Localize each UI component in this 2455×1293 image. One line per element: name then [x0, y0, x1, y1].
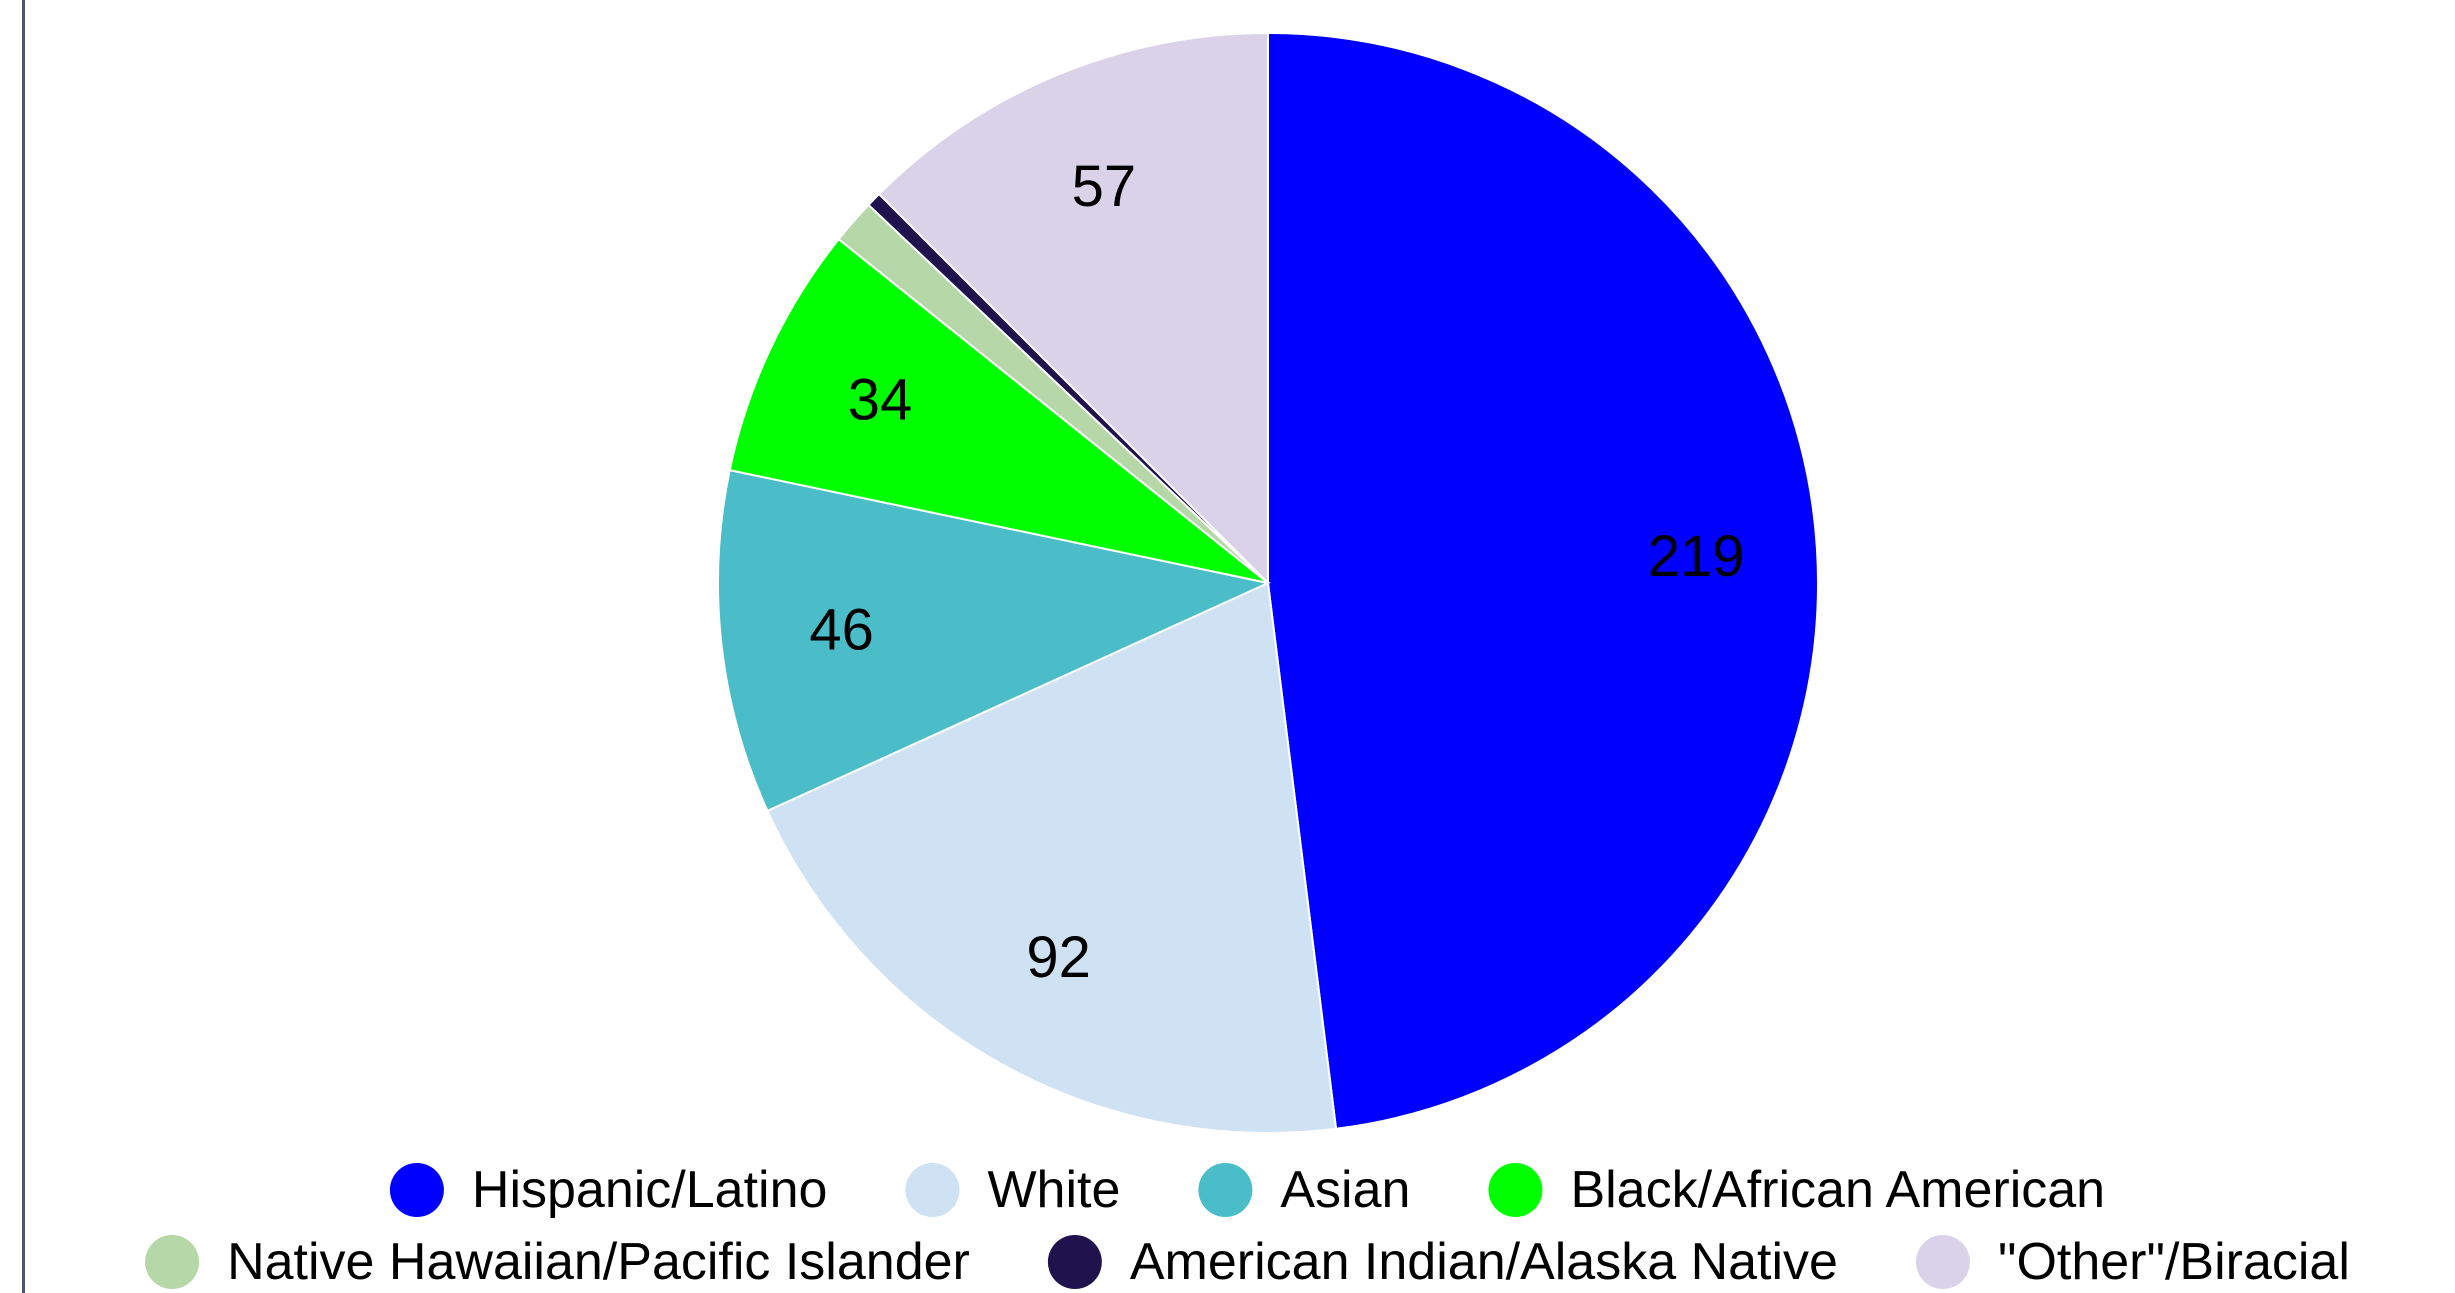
legend-swatch-american-indian-alaska-native [1047, 1235, 1102, 1289]
slice-value-label-asian: 46 [809, 598, 874, 663]
legend-item-other-biracial[interactable]: "Other"/Biracial [1915, 1233, 2350, 1291]
legend-swatch-asian [1198, 1163, 1253, 1217]
slice-value-label-hispanic-latino: 219 [1648, 524, 1745, 589]
legend-label-other-biracial: "Other"/Biracial [1998, 1233, 2350, 1291]
pie-slice-labels: 219 92 46 34 57 [809, 154, 1744, 990]
legend-item-asian[interactable]: Asian [1198, 1161, 1410, 1219]
legend-swatch-other-biracial [1915, 1235, 1970, 1289]
legend-label-black-african-american: Black/African American [1570, 1161, 2105, 1219]
legend-label-native-hawaiian-pacific-islander: Native Hawaiian/Pacific Islander [227, 1233, 970, 1291]
legend-swatch-hispanic-latino [389, 1163, 444, 1217]
pie-slice-white[interactable] [766, 581, 1338, 1134]
legend-item-native-hawaiian-pacific-islander[interactable]: Native Hawaiian/Pacific Islander [145, 1233, 970, 1291]
legend-item-white[interactable]: White [905, 1161, 1120, 1219]
chart-legend[interactable]: Hispanic/Latino White Asian Black/African A… [145, 1161, 2350, 1291]
panel-left-border [22, 0, 25, 1293]
pie-slice-other-biracial[interactable] [877, 31, 1269, 586]
legend-label-white: White [987, 1161, 1120, 1219]
pie-slices [717, 31, 1820, 1134]
pie-slice-hispanic-latino[interactable] [1267, 31, 1820, 1130]
slice-value-label-black-african-american: 34 [848, 367, 913, 432]
legend-swatch-white [905, 1163, 960, 1217]
slice-value-label-white: 92 [1026, 925, 1091, 990]
pie-slice-asian[interactable] [717, 468, 1272, 813]
legend-item-black-african-american[interactable]: Black/African American [1488, 1161, 2105, 1219]
legend-label-american-indian-alaska-native: American Indian/Alaska Native [1130, 1233, 1838, 1291]
legend-label-hispanic-latino: Hispanic/Latino [472, 1161, 828, 1219]
legend-label-asian: Asian [1280, 1161, 1410, 1219]
legend-swatch-black-african-american [1488, 1163, 1543, 1217]
legend-item-hispanic-latino[interactable]: Hispanic/Latino [389, 1161, 828, 1219]
legend-swatch-native-hawaiian-pacific-islander [145, 1235, 200, 1289]
legend-item-american-indian-alaska-native[interactable]: American Indian/Alaska Native [1047, 1233, 1838, 1291]
pie-slice-black-african-american[interactable] [728, 237, 1269, 584]
slice-value-label-other-biracial: 57 [1072, 154, 1137, 219]
